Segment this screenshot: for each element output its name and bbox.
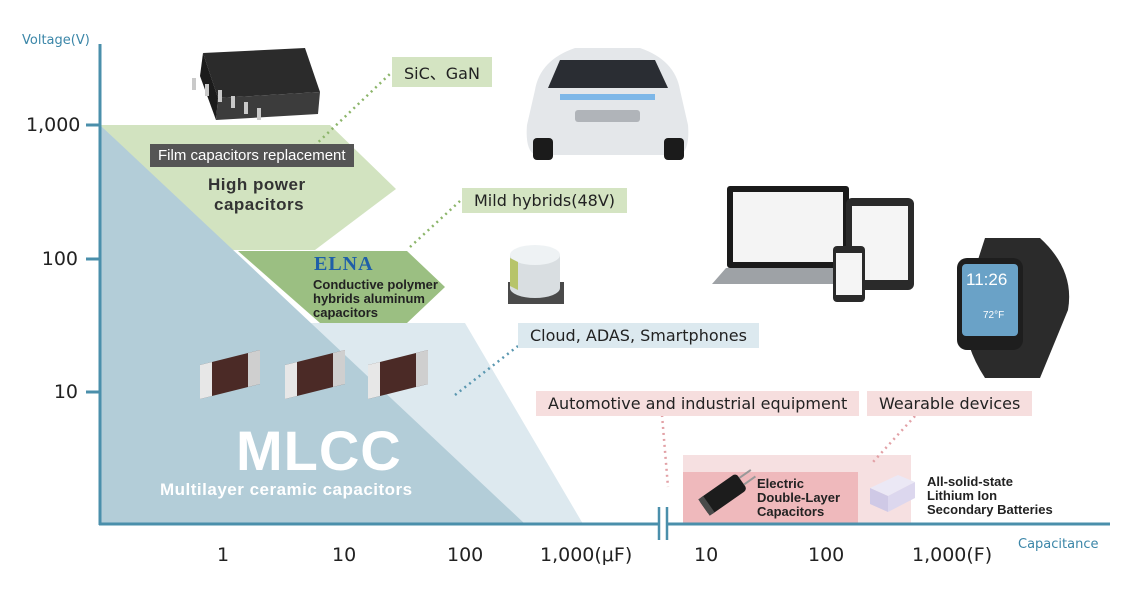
battery-label-line1: All-solid-state [927,474,1013,489]
elna-logo: ELNA [314,253,374,275]
leader-automotive [660,414,670,488]
laptop-image [712,186,864,284]
leader-cloud [454,345,519,396]
edlc-label-line3: Capacitors [757,504,825,519]
watch-temp: 72°F [983,310,1005,321]
mlcc-subtitle: Multilayer ceramic capacitors [160,480,413,499]
edlc-label-line1: Electric [757,476,804,491]
application-tag-wearable: Wearable devices [867,391,1033,416]
application-tag-sic-gan: SiC、GaN [392,57,492,87]
tablet-image [846,198,914,290]
polymer-capacitors-region [238,251,445,323]
smartwatch-image [957,238,1070,378]
mlcc-chip-images [200,350,428,399]
leader-sic-gan [309,71,393,151]
x-tick-label: 100 [447,544,484,566]
y-tick-label: 10 [53,381,78,403]
x-tick-label: 10 [694,544,719,566]
y-tick-label: 1,000 [26,114,81,136]
y-axis-title: Voltage(V) [22,33,90,48]
mlcc-title: MLCC [236,419,402,482]
x-tick-label: 1,000(μF) [540,544,633,566]
edlc-label-line2: Double-Layer [757,490,841,505]
mlcc-region [100,125,525,524]
application-tag-cloud: Cloud, ADAS, Smartphones [518,323,759,348]
high-power-label-line2: capacitors [214,195,305,214]
battery-image [870,475,915,512]
application-tag-automotive: Automotive and industrial equipment [536,391,860,416]
polymer-capacitor-image [508,245,564,304]
high-power-label-line1: High power [208,175,306,194]
film-capacitor-image [192,48,320,120]
car-image [526,48,689,160]
polymer-label-line3: capacitors [313,305,379,320]
phone-image [833,246,865,302]
x-tick-label: 100 [808,544,845,566]
edlc-image [698,469,756,516]
polymer-label-line2: hybrids aluminum [313,291,425,306]
polymer-label-line1: Conductive polymer [313,277,438,292]
battery-label-line3: Secondary Batteries [927,502,1053,517]
leader-mild-hybrids [409,200,461,248]
x-tick-label: 10 [332,544,357,566]
battery-label-line2: Lithium Ion [927,488,998,503]
x-tick-label: 1,000(F) [912,544,993,566]
film-capacitors-banner: Film capacitors replacement [150,144,354,167]
x-tick-label: 1 [217,544,230,566]
watch-time: 11:26 [966,270,1008,289]
y-tick-label: 100 [41,248,78,270]
application-tag-mild-hybrids: Mild hybrids(48V) [462,188,628,213]
x-axis-title: Capacitance [1018,537,1099,552]
leader-wearable [872,415,916,463]
